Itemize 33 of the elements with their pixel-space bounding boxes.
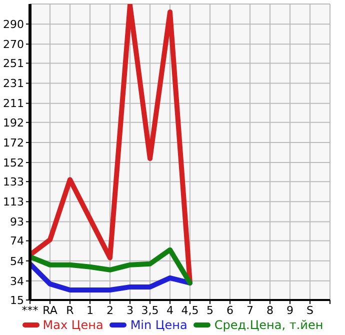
y-tick-label: 113 (3, 196, 24, 209)
x-tick-label: RA (42, 304, 58, 317)
y-tick-label: 15 (10, 294, 24, 307)
x-tick-label: 3 (126, 304, 134, 317)
x-tick-label: 9 (286, 304, 294, 317)
x-tick-label: 3,5 (141, 304, 159, 317)
y-tick-label: 152 (3, 156, 24, 170)
x-tick-label: 6 (226, 304, 234, 317)
y-tick-label: 172 (3, 136, 24, 150)
y-tick-label: 74 (10, 234, 24, 248)
x-tick-label: 4 (166, 304, 174, 317)
x-tick-label: 4,5 (181, 304, 199, 317)
x-tick-label: S (306, 304, 314, 317)
y-tick-label: 133 (3, 176, 24, 189)
x-tick-label: R (66, 304, 74, 317)
legend-label: Min Цена (130, 318, 188, 332)
y-tick-label: 192 (3, 116, 24, 130)
x-tick-label: *** (22, 304, 39, 317)
y-tick-label: 34 (10, 274, 24, 288)
y-tick-label: 251 (3, 57, 24, 70)
legend-label: Сред.Цена, т.йен (214, 318, 324, 332)
y-tick-label: 231 (3, 77, 24, 90)
x-tick-label: 1 (86, 304, 94, 317)
y-tick-label: 290 (3, 18, 24, 31)
y-tick-label: 270 (3, 38, 24, 52)
y-tick-label: 54 (10, 254, 24, 268)
y-tick-label: 211 (3, 97, 24, 110)
x-tick-label: 8 (266, 304, 274, 317)
x-tick-label: 5 (206, 304, 214, 317)
x-tick-label: 7 (246, 304, 254, 317)
y-tick-label: 93 (10, 216, 24, 229)
legend-label: Max Цена (42, 318, 104, 332)
x-tick-label: 2 (106, 304, 114, 317)
